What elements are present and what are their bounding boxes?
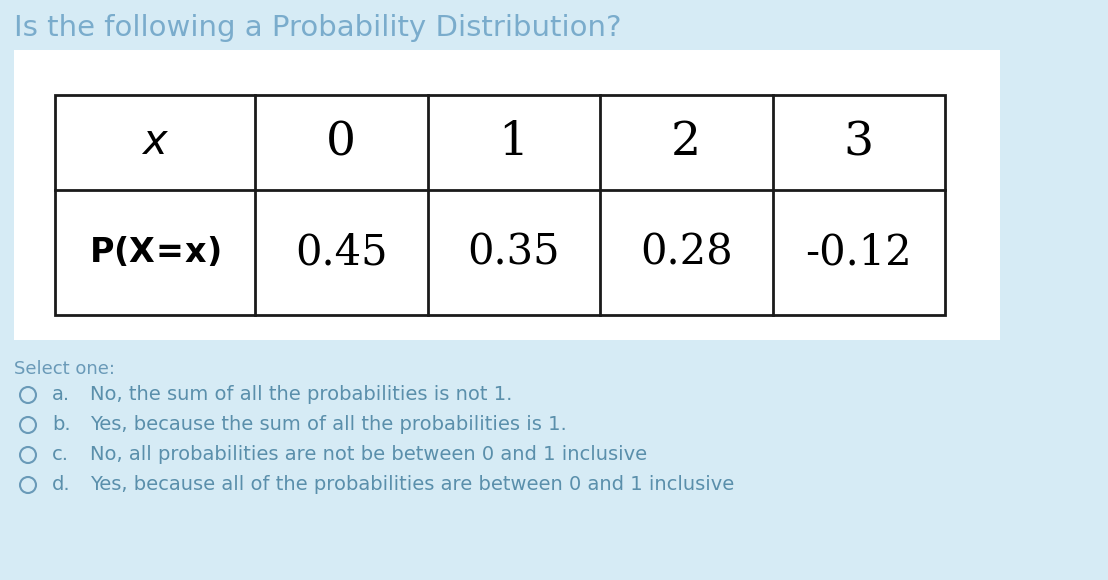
Text: c.: c. — [52, 445, 69, 465]
Text: 3: 3 — [843, 120, 874, 165]
Text: 0.45: 0.45 — [295, 231, 388, 274]
FancyBboxPatch shape — [14, 50, 1001, 340]
Text: Yes, because all of the probabilities are between 0 and 1 inclusive: Yes, because all of the probabilities ar… — [90, 476, 735, 495]
Text: d.: d. — [52, 476, 71, 495]
Text: Is the following a Probability Distribution?: Is the following a Probability Distribut… — [14, 14, 622, 42]
Text: No, the sum of all the probabilities is not 1.: No, the sum of all the probabilities is … — [90, 386, 512, 404]
Text: Yes, because the sum of all the probabilities is 1.: Yes, because the sum of all the probabil… — [90, 415, 567, 434]
Text: 2: 2 — [671, 120, 701, 165]
Text: 0.35: 0.35 — [468, 231, 560, 274]
Text: 0: 0 — [326, 120, 357, 165]
Text: $\it{x}$: $\it{x}$ — [141, 121, 170, 164]
Text: No, all probabilities are not be between 0 and 1 inclusive: No, all probabilities are not be between… — [90, 445, 647, 465]
Text: Select one:: Select one: — [14, 360, 115, 378]
Text: -0.12: -0.12 — [806, 231, 912, 274]
Text: $\mathbf{P(X\!=\!x)}$: $\mathbf{P(X\!=\!x)}$ — [90, 235, 220, 270]
Text: b.: b. — [52, 415, 71, 434]
Text: a.: a. — [52, 386, 70, 404]
Text: 0.28: 0.28 — [640, 231, 732, 274]
Text: 1: 1 — [499, 120, 529, 165]
